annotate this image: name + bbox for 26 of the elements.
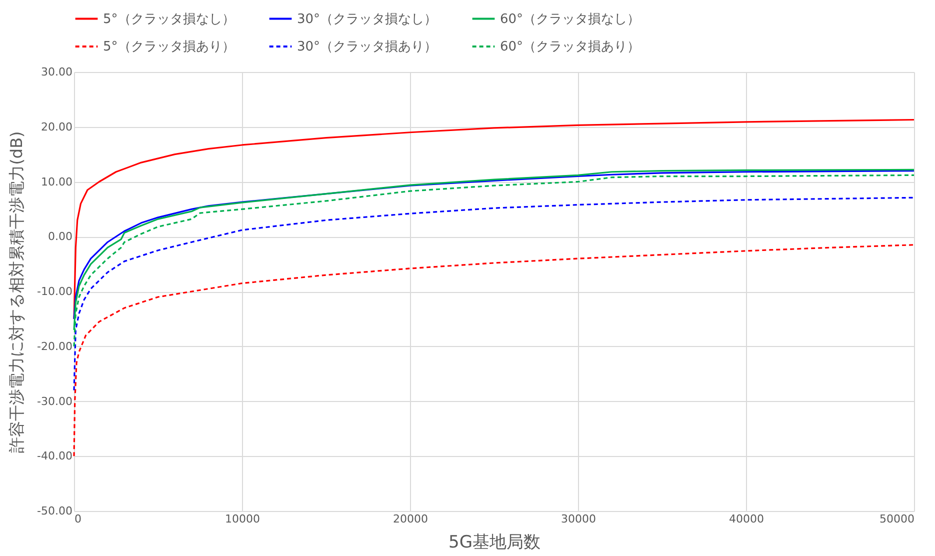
- legend-label: 5°（クラッタ損あり）: [103, 40, 235, 54]
- line-series: [73, 118, 915, 320]
- legend-label: 5°（クラッタ損なし）: [103, 12, 235, 27]
- y-tick-label: -50.00: [37, 504, 72, 518]
- x-axis-title: 5G基地局数: [448, 532, 540, 552]
- y-tick-label: -20.00: [37, 340, 72, 353]
- x-tick-label: 0: [74, 512, 82, 526]
- x-tick-label: 30000: [561, 512, 596, 526]
- legend-label: 30°（クラッタ損あり）: [297, 40, 438, 54]
- line-series: [73, 196, 915, 392]
- x-tick-label: 40000: [729, 512, 764, 526]
- y-tick-label: -40.00: [37, 450, 72, 463]
- legend-label: 60°（クラッタ損なし）: [500, 12, 640, 27]
- line-series: [73, 244, 915, 457]
- x-tick-label: 20000: [393, 512, 428, 526]
- x-tick-label: 10000: [225, 512, 260, 526]
- legend-label: 60°（クラッタ損あり）: [500, 40, 640, 54]
- y-tick-label: -30.00: [37, 394, 72, 408]
- y-tick-label: 10.00: [41, 175, 72, 188]
- y-tick-label: 20.00: [41, 120, 72, 134]
- x-tick-label: 50000: [880, 512, 914, 526]
- y-tick-label: 0.00: [48, 230, 72, 244]
- legend-label: 30°（クラッタ損なし）: [297, 12, 438, 27]
- y-tick-label: 30.00: [41, 66, 72, 78]
- y-axis-title: 許容干渉電力に対する相対累積干渉電力(dB): [7, 131, 26, 453]
- y-tick-label: -10.00: [37, 285, 72, 298]
